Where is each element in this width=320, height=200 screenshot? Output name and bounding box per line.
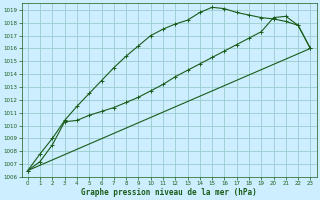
X-axis label: Graphe pression niveau de la mer (hPa): Graphe pression niveau de la mer (hPa) <box>81 188 257 197</box>
